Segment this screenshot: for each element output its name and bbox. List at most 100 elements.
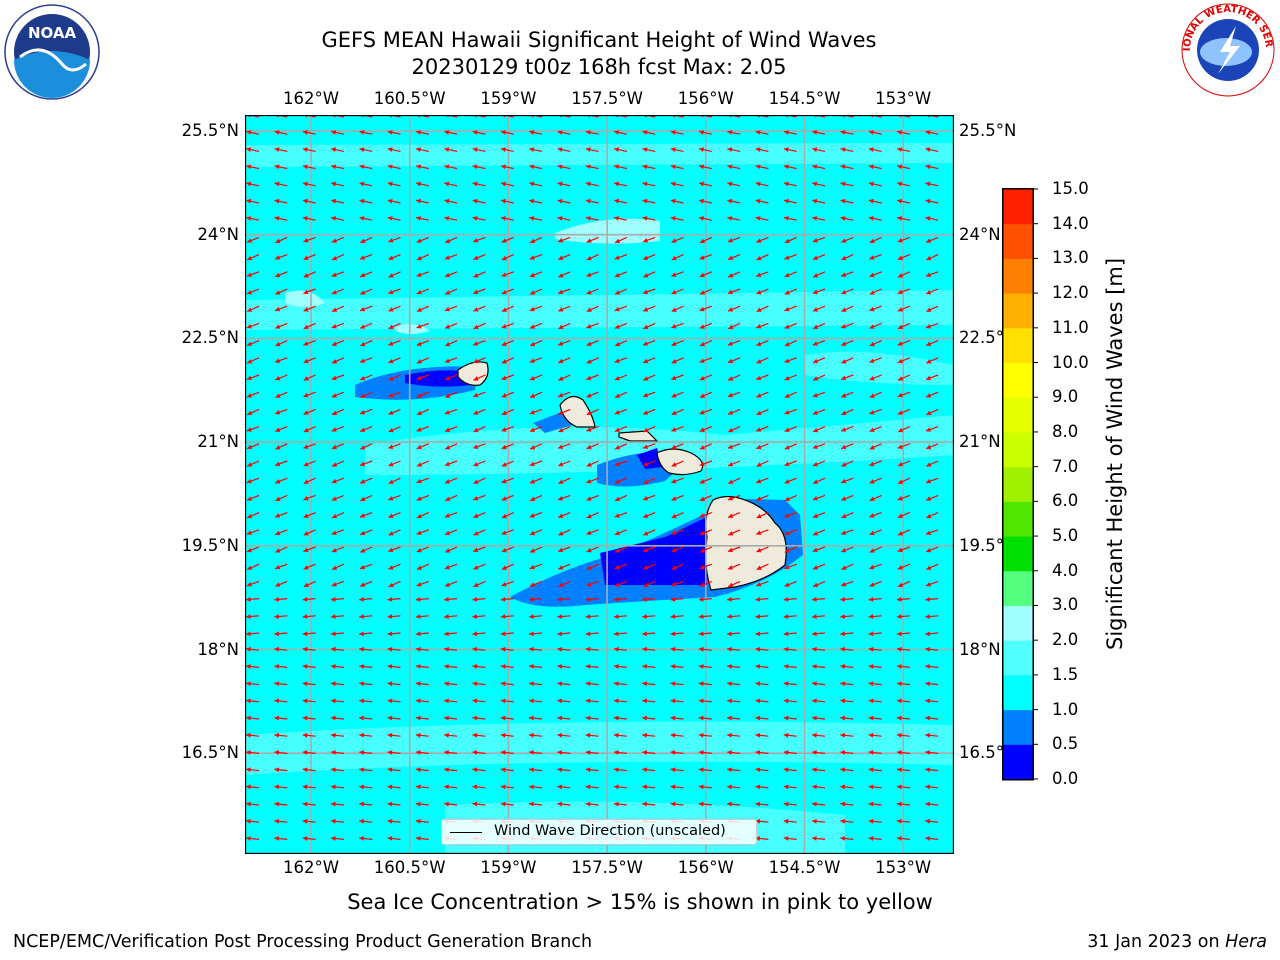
wave-vector-head xyxy=(699,255,705,260)
wave-vector-head xyxy=(812,341,818,346)
colorbar-segment xyxy=(1003,744,1033,780)
wave-vector-head xyxy=(868,767,874,773)
wave-vector-head xyxy=(756,375,762,381)
wave-vector-head xyxy=(756,289,762,295)
wave-vector-head xyxy=(756,393,762,398)
wave-vector-head xyxy=(416,164,421,170)
wave-vector-head xyxy=(670,750,676,755)
wave-vector-head xyxy=(530,445,536,450)
wave-vector-head xyxy=(841,393,847,398)
wave-vector-head xyxy=(473,392,479,398)
colorbar-tick-label: 6.0 xyxy=(1052,491,1079,511)
wave-vector-head xyxy=(728,427,734,433)
lat-tick-label: 19.5°N xyxy=(181,535,239,555)
wave-vector-head xyxy=(274,198,280,204)
wave-vector-head xyxy=(699,513,705,518)
wave-vector-head xyxy=(925,646,930,652)
colorbar-tick-label: 9.0 xyxy=(1052,387,1079,407)
wave-vector-head xyxy=(331,478,337,484)
wave-vector-head xyxy=(812,444,818,449)
wave-vector-head xyxy=(755,216,761,221)
wave-vector-head xyxy=(558,273,564,278)
wave-vector-head xyxy=(925,732,930,738)
wave-vector-head xyxy=(529,181,535,187)
wave-vector-head xyxy=(670,631,676,637)
wave-vector-head xyxy=(670,130,676,135)
wave-vector-head xyxy=(558,358,564,364)
wave-vector-head xyxy=(303,427,309,433)
wave-vector-head xyxy=(643,358,649,364)
wave-vector-head xyxy=(445,496,451,502)
wave-vector-head xyxy=(472,767,478,773)
wave-vector-head xyxy=(558,582,564,588)
wave-vector-head xyxy=(896,818,902,824)
wave-vector-head xyxy=(727,596,732,602)
wave-vector-head xyxy=(445,238,451,244)
colorbar-tick-label: 3.0 xyxy=(1052,595,1079,615)
wave-vector-head xyxy=(868,715,874,721)
wave-vector-head xyxy=(869,410,875,415)
wave-vector-head xyxy=(812,496,818,501)
wave-vector-head xyxy=(783,596,789,602)
wave-vector-head xyxy=(303,376,309,381)
wave-vector-head xyxy=(812,750,817,755)
wave-vector-head xyxy=(585,664,591,669)
wave-vector-head xyxy=(642,181,648,187)
wave-vector-head xyxy=(388,565,394,570)
wave-vector-head xyxy=(642,238,649,243)
wave-vector-head xyxy=(670,767,676,773)
wave-vector-head xyxy=(557,801,563,807)
wave-vector-head xyxy=(869,445,875,450)
wave-vector-head xyxy=(868,646,874,652)
wave-vector-head xyxy=(359,784,364,790)
wave-vector-head xyxy=(727,614,732,619)
wave-vector-head xyxy=(613,784,619,790)
wave-vector-head xyxy=(699,198,704,204)
wave-vector-head xyxy=(501,289,507,295)
wave-vector-head xyxy=(813,479,819,484)
wave-vector-head xyxy=(303,392,309,398)
wave-vector-head xyxy=(585,631,591,637)
wave-vector-head xyxy=(274,698,280,704)
wave-vector-head xyxy=(444,358,450,363)
wave-vector-head xyxy=(812,307,819,312)
wave-vector-head xyxy=(302,732,308,738)
wave-vector-head xyxy=(840,631,846,637)
wave-vector-head xyxy=(784,530,790,536)
wave-vector-head xyxy=(841,478,847,484)
wave-vector-head xyxy=(558,238,564,243)
wave-vector-head xyxy=(303,547,309,553)
wave-vector-head xyxy=(585,732,591,738)
wave-vector-head xyxy=(756,565,762,570)
wave-vector-head xyxy=(671,530,677,535)
wave-vector-head xyxy=(416,393,422,398)
wave-vector-head xyxy=(812,130,818,135)
wave-vector-head xyxy=(699,410,705,415)
colorbar-tick-label: 1.5 xyxy=(1052,664,1079,684)
wave-vector-head xyxy=(388,410,394,415)
wave-vector-head xyxy=(699,461,705,467)
wave-vector-head xyxy=(274,631,280,637)
wave-vector-head xyxy=(869,290,875,295)
wave-vector-head xyxy=(925,582,932,587)
wave-vector-head xyxy=(840,596,846,602)
lat-tick-label: 18°N xyxy=(197,639,239,659)
wave-vector-head xyxy=(812,664,817,669)
wave-vector-head xyxy=(586,496,592,501)
wave-vector-head xyxy=(671,359,677,364)
wave-vector-head xyxy=(840,198,846,204)
wave-vector-head xyxy=(841,255,847,261)
wave-vector-head xyxy=(756,410,762,416)
wave-vector-head xyxy=(897,238,903,243)
wave-vector-head xyxy=(586,582,592,587)
wave-vector-head xyxy=(756,444,762,450)
wave-vector-head xyxy=(415,631,421,637)
wave-vector-head xyxy=(330,646,336,652)
wave-vector-head xyxy=(869,375,875,381)
wave-vector-head xyxy=(473,358,479,364)
wave-vector-head xyxy=(275,564,281,570)
wave-vector-head xyxy=(728,531,734,536)
wave-vector-head xyxy=(755,698,761,704)
wave-vector-head xyxy=(728,513,734,519)
wave-vector-head xyxy=(840,664,846,669)
